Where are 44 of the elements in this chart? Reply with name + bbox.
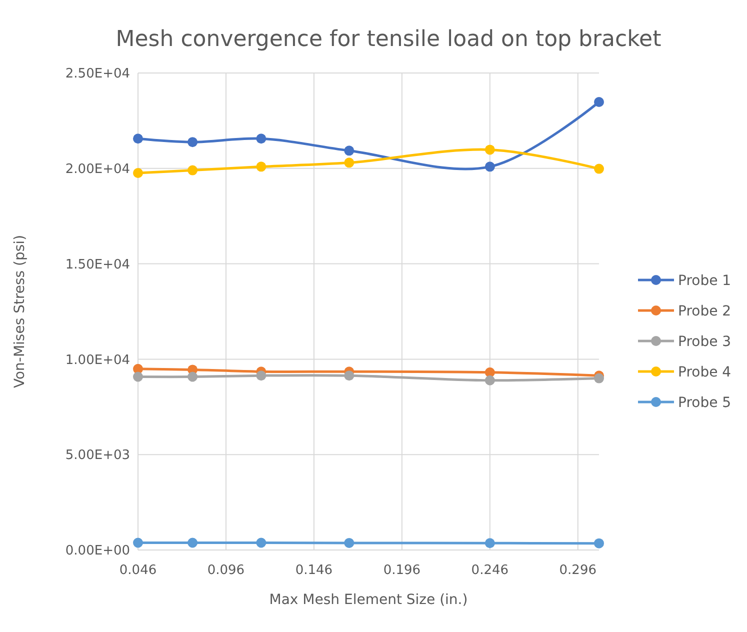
x-tick-label: 0.246 [471,563,509,578]
point [594,373,604,384]
point [133,134,143,144]
x-tick-label: 0.196 [383,563,421,578]
point [594,538,604,548]
chart-title: Mesh convergence for tensile load on top bracket [116,27,662,52]
point [133,538,143,548]
point [484,538,495,548]
x-axis-title: Max Mesh Element Size (in.) [269,592,468,608]
point [188,137,198,148]
x-tick-label: 0.046 [119,563,157,578]
y-tick-label: 5.00E+03 [65,448,130,464]
point [484,144,495,155]
y-tick-label: 1.50E+04 [65,257,130,272]
legend-label: Probe 4 [678,364,732,380]
legend-label: Probe 2 [678,303,732,320]
y-tick-label: 0.00E+00 [65,544,130,559]
legend-label: Probe 1 [678,272,732,289]
point [133,372,143,382]
point [188,538,198,548]
x-tick-label: 0.146 [295,563,333,578]
legend-label: Probe 3 [678,334,732,350]
point [344,538,354,548]
x-tick-label: 0.296 [559,563,596,578]
y-tick-label: 2.50E+04 [65,66,130,82]
point [594,164,604,174]
point [344,158,354,168]
y-axis-title: Von-Mises Stress (psi) [12,234,28,388]
point [256,162,266,172]
y-tick-label: 1.00E+04 [65,352,130,368]
x-tick-label: 0.096 [207,563,245,578]
point [188,372,198,382]
point [188,165,198,176]
point [344,370,354,381]
point [484,162,495,172]
point [256,538,266,548]
legend-label: Probe 5 [678,394,732,411]
point [484,375,495,386]
y-tick-label: 2.00E+04 [65,162,130,177]
point [344,146,354,156]
point [133,168,143,178]
point [594,97,604,107]
point [256,134,266,144]
point [256,370,266,381]
